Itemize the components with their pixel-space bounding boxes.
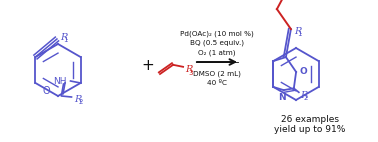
- Text: yield up to 91%: yield up to 91%: [274, 126, 346, 134]
- Text: R: R: [74, 94, 82, 104]
- Text: BQ (0.5 equiv.): BQ (0.5 equiv.): [190, 40, 244, 46]
- Text: O: O: [299, 67, 307, 76]
- Text: 1: 1: [297, 31, 302, 37]
- Text: +: +: [142, 59, 154, 74]
- Text: R: R: [300, 91, 307, 100]
- Text: 3: 3: [189, 70, 193, 76]
- Text: NH: NH: [53, 77, 67, 85]
- Text: 40 ºC: 40 ºC: [207, 80, 227, 86]
- Text: 26 examples: 26 examples: [281, 115, 339, 125]
- Text: 1: 1: [64, 37, 68, 43]
- Text: R: R: [60, 33, 67, 41]
- Text: N: N: [278, 93, 285, 102]
- Text: R: R: [294, 27, 301, 36]
- Text: 2: 2: [78, 99, 82, 105]
- Text: O: O: [43, 86, 51, 96]
- Text: R: R: [185, 65, 192, 74]
- Text: Pd(OAc)₂ (10 mol %): Pd(OAc)₂ (10 mol %): [180, 30, 254, 37]
- Text: DMSO (2 mL): DMSO (2 mL): [193, 70, 241, 77]
- Text: 2: 2: [304, 95, 308, 101]
- Text: O₂ (1 atm): O₂ (1 atm): [198, 49, 236, 56]
